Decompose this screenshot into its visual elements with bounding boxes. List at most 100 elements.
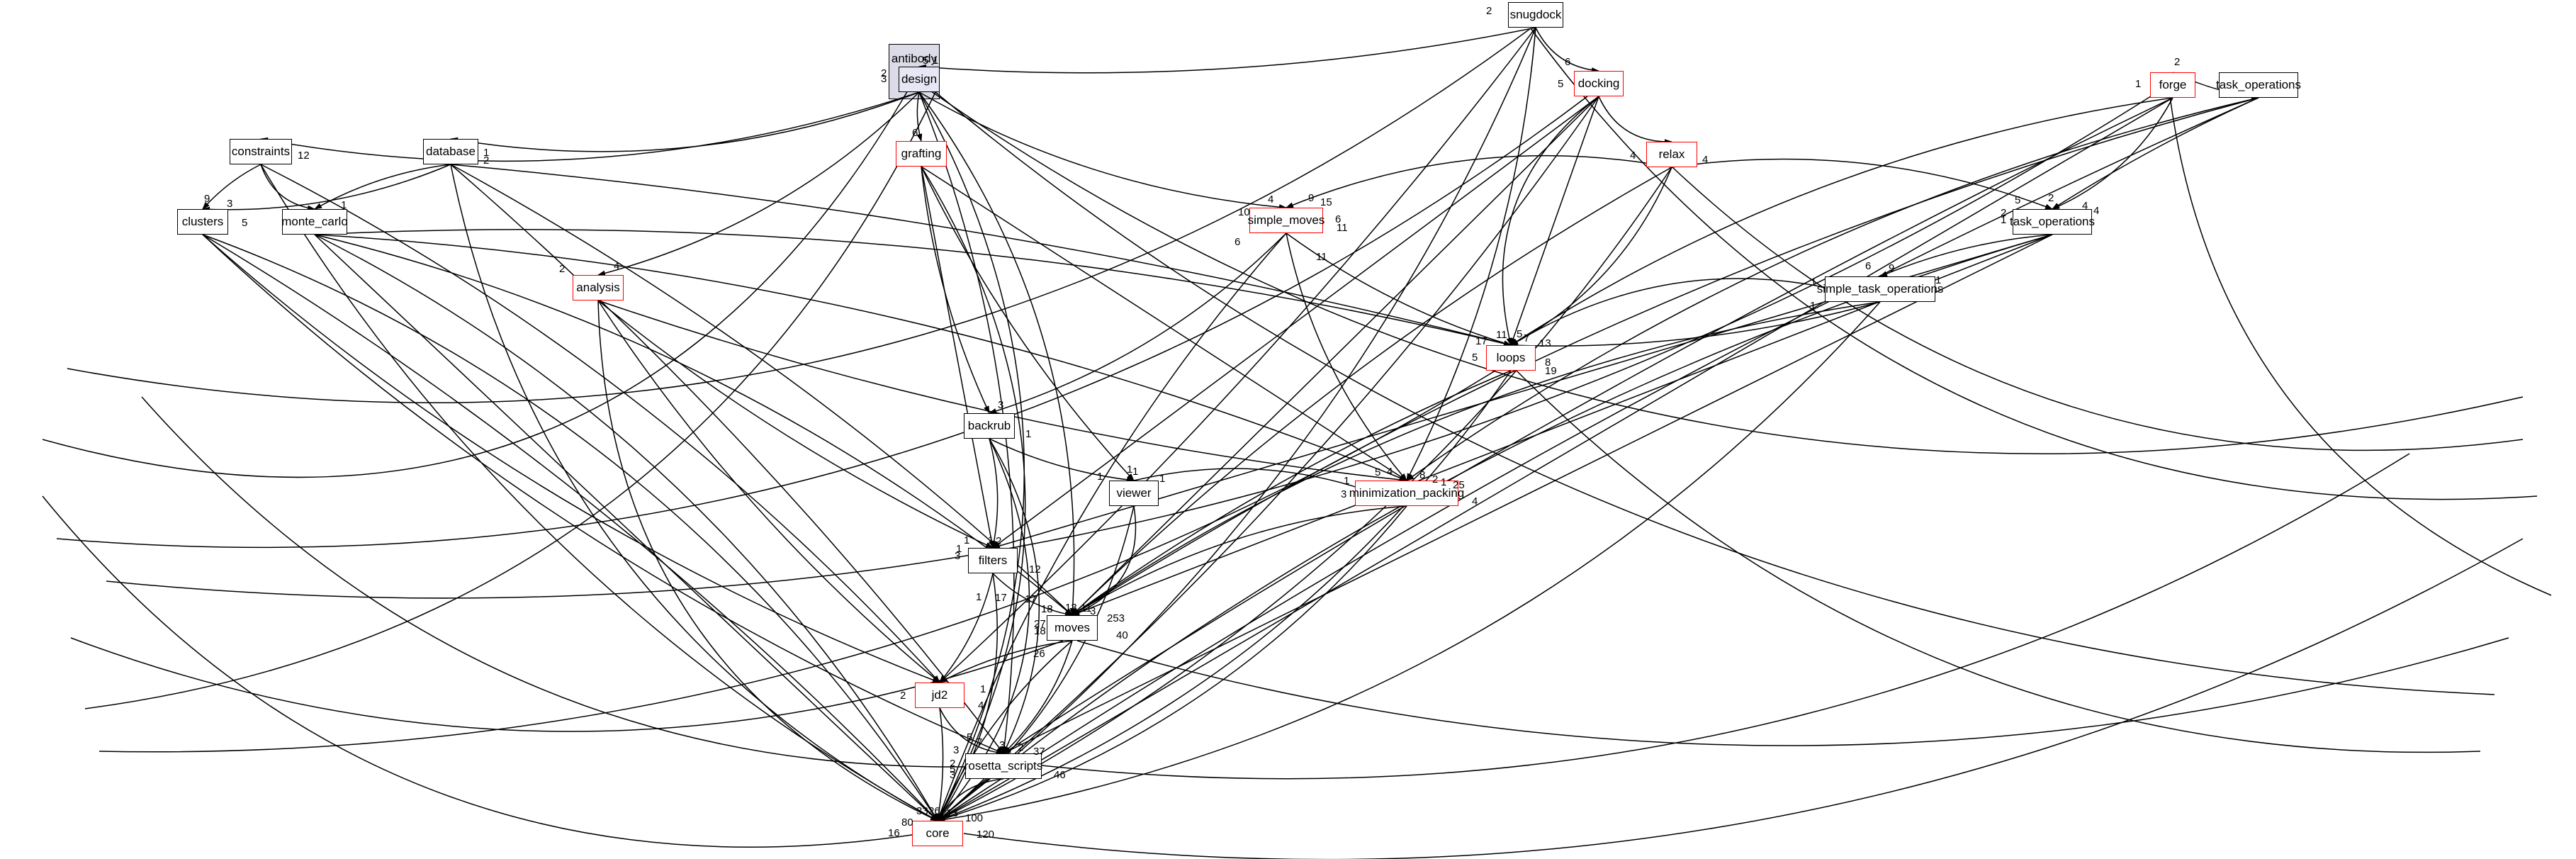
edge-weight-label: 6 bbox=[1865, 260, 1872, 272]
node-jd2[interactable]: jd2 bbox=[915, 683, 964, 708]
node-minimization_packing[interactable]: minimization_packing bbox=[1349, 481, 1464, 506]
edge-weight-label: 3 bbox=[999, 739, 1006, 751]
node-core[interactable]: core bbox=[912, 821, 963, 846]
node-rosetta_scripts[interactable]: rosetta_scripts bbox=[964, 753, 1042, 779]
edge-weight-label: 1 bbox=[1441, 476, 1447, 488]
edge-weight-label: 25 bbox=[1453, 479, 1465, 491]
node-clusters[interactable]: clusters bbox=[177, 209, 228, 235]
edge-weight-label: 33 bbox=[916, 805, 928, 817]
edge-weight-label: 1 bbox=[980, 683, 986, 695]
edge-weight-label: 9 bbox=[204, 193, 210, 205]
edge-weight-label: 1 bbox=[976, 591, 982, 603]
edge-weight-label: 213 bbox=[940, 807, 959, 819]
edge-weight-label: 1 bbox=[1097, 471, 1103, 483]
edge-weight-label: 1 bbox=[483, 147, 490, 159]
node-forge[interactable]: forge bbox=[2150, 72, 2195, 98]
edge-weight-label: 1 bbox=[341, 199, 347, 211]
edge-weight-label: 15 bbox=[1320, 196, 1332, 208]
edge-weight-label: 13 bbox=[1539, 337, 1551, 349]
edge-weight-label: 6 bbox=[1565, 56, 1571, 68]
edge-weight-label: 4 bbox=[2082, 200, 2088, 212]
node-docking[interactable]: docking bbox=[1574, 71, 1624, 96]
node-viewer[interactable]: viewer bbox=[1109, 481, 1159, 506]
edge-weight-label: 1 bbox=[1127, 464, 1133, 476]
edge-weight-label: 3 bbox=[1090, 605, 1096, 617]
node-moves[interactable]: moves bbox=[1047, 615, 1098, 641]
edge-weight-label: 5 bbox=[923, 55, 929, 67]
edge-weight-label: 2 bbox=[2048, 192, 2054, 204]
edge-weight-label: 18 bbox=[1034, 625, 1046, 637]
node-simple_task_operations[interactable]: simple_task_operations bbox=[1817, 276, 1943, 302]
edge-weight-label: 4 bbox=[614, 260, 620, 272]
edge-weight-label: 2 bbox=[1018, 741, 1024, 753]
edge-weight-label: 3 bbox=[1341, 488, 1347, 500]
edge-weight-label: 1 bbox=[2001, 214, 2007, 226]
node-simple_moves[interactable]: simple_moves bbox=[1248, 208, 1324, 233]
node-backrub[interactable]: backrub bbox=[964, 413, 1015, 439]
edge-weight-label: 1 bbox=[1344, 475, 1350, 487]
edge-weight-label: 5 bbox=[242, 217, 248, 229]
edge-weight-label: 5 bbox=[1375, 466, 1381, 478]
edge-weight-label: 1 bbox=[1025, 428, 1032, 440]
edge-weight-label: 4 bbox=[1268, 193, 1274, 206]
edge-weight-label: 9 bbox=[1308, 192, 1315, 204]
edge-weight-label: 10 bbox=[1238, 206, 1250, 218]
edge-weight-label: 1 bbox=[1159, 473, 1166, 485]
node-constraints[interactable]: constraints bbox=[230, 139, 292, 164]
edge-weight-label: 3 bbox=[881, 73, 887, 85]
edge-weight-label: 6 bbox=[1234, 236, 1241, 248]
node-task_operations_mid[interactable]: task_operations bbox=[2010, 209, 2095, 235]
edge-weight-label: 7 bbox=[977, 736, 983, 748]
edge-weight-label: 1 bbox=[1811, 276, 1817, 288]
node-relax[interactable]: relax bbox=[1646, 142, 1697, 167]
edge-weight-label: 9 bbox=[1889, 262, 1895, 274]
edge-weight-label: 4 bbox=[978, 700, 984, 712]
edge-weight-label: 1 bbox=[1132, 466, 1139, 478]
edge-weight-label: 4 bbox=[1387, 466, 1393, 478]
edge-weight-label: 11 bbox=[1496, 329, 1507, 341]
edge-weight-label: 1 bbox=[1810, 300, 1816, 312]
edge-weight-label: 18 bbox=[1041, 603, 1053, 615]
edge-weight-label: 3 bbox=[227, 198, 233, 210]
edge-weight-label: 27 bbox=[1034, 618, 1046, 630]
node-grafting[interactable]: grafting bbox=[896, 141, 947, 167]
node-monte_carlo[interactable]: monte_carlo bbox=[281, 209, 348, 235]
edge-weight-label: 8 bbox=[1545, 356, 1551, 369]
edge-weight-label: 12 bbox=[1029, 563, 1041, 576]
node-database[interactable]: database bbox=[423, 139, 478, 164]
edge-weight-label: 12 bbox=[298, 150, 310, 162]
edge-weight-label: 120 bbox=[977, 829, 995, 841]
edge-weight-label: 2 bbox=[483, 155, 490, 167]
node-analysis[interactable]: analysis bbox=[573, 275, 624, 301]
edge-weight-label: 26 bbox=[1033, 648, 1045, 660]
node-filters[interactable]: filters bbox=[968, 548, 1018, 573]
edge-weight-label: 100 bbox=[965, 812, 984, 824]
edge-weight-label: 4 bbox=[1630, 150, 1636, 162]
node-task_operations_top[interactable]: task_operations bbox=[2216, 72, 2301, 98]
edge-weight-label: 46 bbox=[1054, 769, 1066, 781]
edge-weight-label: 1 bbox=[1935, 274, 1942, 286]
edge-weight-label: 37 bbox=[1033, 746, 1045, 758]
edge-weight-label: 6 bbox=[1335, 213, 1342, 225]
edge-weight-label: 5 bbox=[2015, 194, 2021, 206]
edge-weight-label: 11 bbox=[1337, 222, 1348, 234]
edge-weight-label: 1 bbox=[964, 534, 970, 546]
edge-weight-label: 4 bbox=[1472, 495, 1478, 507]
edge-weight-label: 2 bbox=[996, 535, 1002, 547]
edge-weight-label: 1 bbox=[988, 534, 994, 546]
edge-weight-label: 19 bbox=[1545, 365, 1557, 377]
node-design[interactable]: design bbox=[899, 67, 940, 92]
edge-weight-label: 17 bbox=[1475, 335, 1487, 347]
edge-weight-label: 2 bbox=[2174, 56, 2181, 68]
node-loops[interactable]: loops bbox=[1486, 345, 1536, 371]
edge-weight-label: 2 bbox=[1486, 5, 1492, 17]
edge-weight-label: 2 bbox=[950, 758, 956, 770]
node-snugdock[interactable]: snugdock bbox=[1508, 2, 1563, 28]
edge-weight-label: 2 bbox=[881, 67, 887, 79]
edge-weight-label: 13 bbox=[1065, 602, 1077, 614]
edge-weight-label: 4 bbox=[2093, 205, 2100, 217]
edge-weight-label: 80 bbox=[901, 816, 913, 829]
edge-weight-label: 6 bbox=[912, 127, 918, 139]
